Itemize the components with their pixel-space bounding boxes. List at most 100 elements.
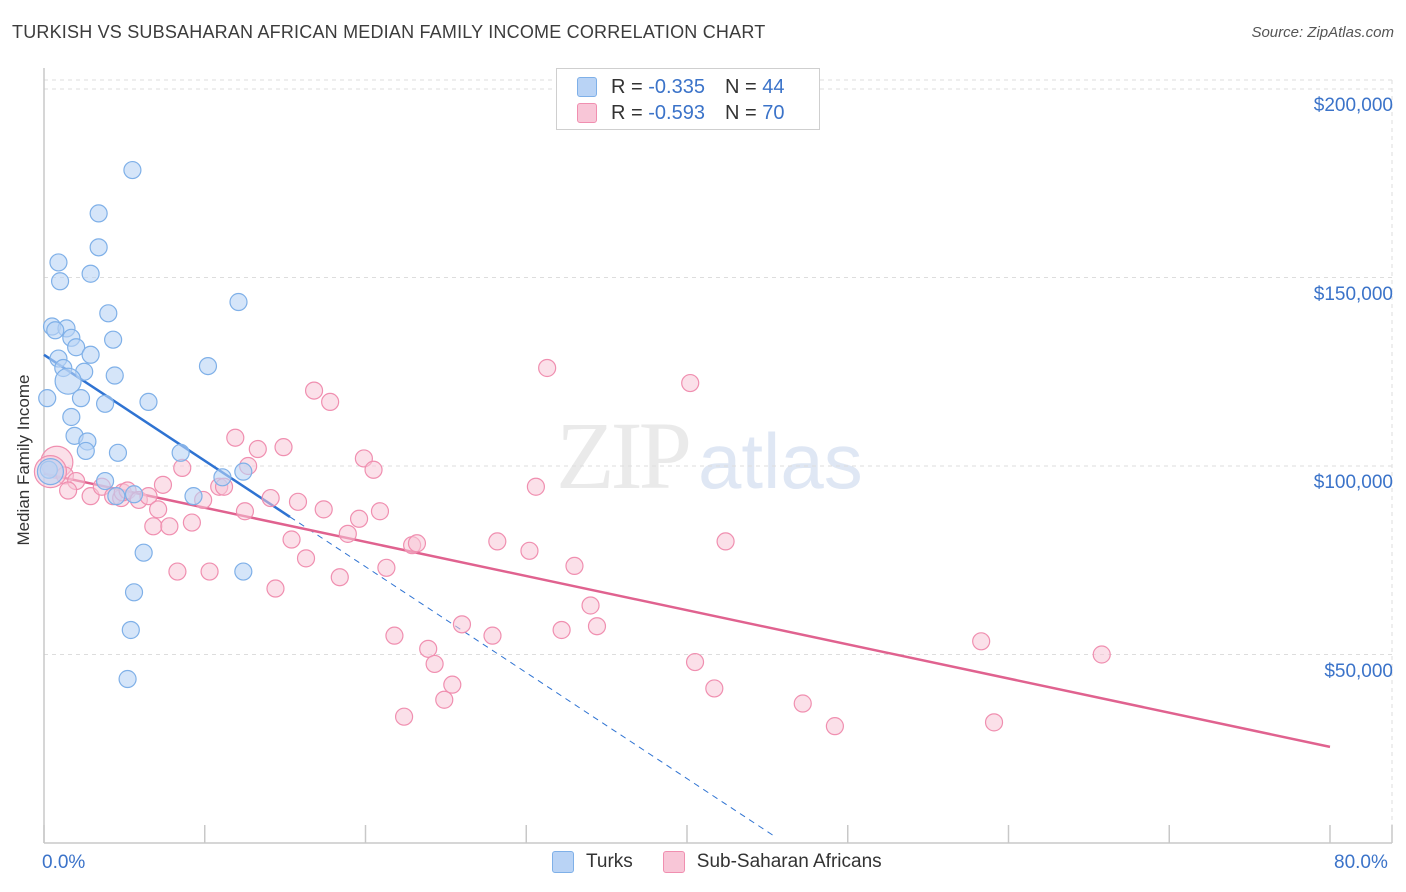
africans-point	[526, 477, 545, 496]
legend-r-label: R =	[611, 101, 643, 124]
africans-point	[364, 460, 383, 479]
turks-point	[81, 264, 100, 283]
africans-point	[182, 513, 201, 532]
turks-point	[49, 253, 68, 272]
y-tick-label: $50,000	[1324, 660, 1393, 682]
correlation-legend: R = -0.335 N = 44 R = -0.593 N = 70	[556, 68, 820, 130]
turks-point	[234, 562, 253, 581]
turks-point	[198, 356, 218, 376]
africans-point	[304, 381, 324, 400]
africans-point	[173, 458, 192, 477]
africans-point	[581, 596, 600, 615]
turks-point	[121, 620, 140, 640]
africans-point	[160, 517, 179, 536]
africans-point	[716, 532, 735, 551]
legend-n-label: N =	[724, 75, 757, 98]
africans-point	[266, 579, 285, 598]
turks-trend-line	[43, 353, 291, 518]
turks-point	[81, 345, 100, 364]
africans-points	[33, 358, 1111, 736]
legend-row-turks: R = -0.335 N = 44	[577, 75, 784, 99]
africans-point	[370, 502, 390, 521]
turks-point	[76, 441, 95, 461]
turks-point	[54, 367, 82, 395]
turks-point	[118, 669, 137, 689]
africans-point	[235, 502, 255, 521]
turks-point	[46, 321, 65, 340]
x-tick-min: 0.0%	[42, 852, 86, 873]
y-axis-label: Median Family Income	[14, 374, 33, 546]
legend-label-africans: Sub-Saharan Africans	[696, 851, 882, 872]
source-label: Source: ZipAtlas.com	[1251, 24, 1394, 41]
africans-point	[705, 679, 724, 698]
legend-n-value: 44	[762, 75, 785, 98]
africans-point	[226, 428, 245, 447]
chart-title: TURKISH VS SUBSAHARAN AFRICAN MEDIAN FAM…	[12, 22, 766, 42]
y-tick-label: $200,000	[1313, 95, 1393, 116]
turks-swatch	[577, 77, 597, 97]
africans-point	[296, 549, 316, 568]
turks-point	[62, 407, 81, 427]
africans-point	[144, 517, 163, 536]
turks-points	[36, 160, 253, 689]
africans-point	[200, 562, 219, 581]
turks-point	[229, 292, 248, 312]
africans-point	[825, 717, 844, 736]
turks-point	[105, 366, 124, 385]
africans-point	[587, 617, 607, 636]
africans-point	[419, 639, 438, 658]
africans-point	[435, 690, 454, 709]
turks-point	[89, 238, 108, 257]
africans-point	[274, 438, 293, 457]
legend-r-value: -0.593	[648, 101, 705, 124]
turks-point	[95, 394, 115, 413]
africans-point	[483, 626, 502, 645]
africans-point	[488, 532, 507, 551]
turks-point	[123, 160, 142, 180]
turks-point	[99, 304, 118, 323]
turks-legend-swatch	[552, 851, 574, 873]
africans-point	[685, 652, 705, 672]
africans-point	[1092, 645, 1111, 664]
africans-point	[565, 556, 584, 576]
africans-point	[314, 500, 333, 519]
legend-item-turks[interactable]: Turks	[552, 851, 633, 873]
legend-label-turks: Turks	[586, 851, 633, 872]
africans-point	[443, 675, 462, 694]
axes	[43, 68, 1393, 844]
africans-point	[385, 626, 404, 645]
x-tick-max: 80.0%	[1334, 852, 1388, 873]
africans-trend-line	[43, 472, 1331, 749]
turks-point	[67, 338, 86, 357]
africans-point	[552, 620, 571, 640]
legend-r-label: R =	[611, 75, 643, 98]
africans-point	[538, 358, 557, 378]
africans-point	[520, 541, 539, 560]
turks-point	[107, 487, 126, 506]
africans-point	[681, 373, 700, 393]
series-legend: Turks Sub-Saharan Africans	[552, 851, 912, 873]
turks-point	[104, 330, 123, 349]
africans-legend-swatch	[662, 851, 685, 873]
y-tick-label: $100,000	[1313, 472, 1393, 493]
turks-point	[124, 583, 144, 602]
africans-point	[452, 615, 472, 634]
africans-point	[425, 654, 444, 674]
turks-point	[124, 485, 144, 504]
turks-point	[36, 458, 65, 486]
africans-point	[321, 392, 340, 412]
legend-n-value: 70	[762, 101, 785, 124]
africans-point	[338, 524, 357, 543]
turks-point	[139, 392, 158, 412]
turks-point	[71, 389, 91, 408]
legend-item-africans[interactable]: Sub-Saharan Africans	[662, 851, 882, 873]
trend-lines	[43, 353, 1331, 838]
turks-point	[234, 462, 253, 481]
africans-point	[248, 439, 267, 459]
turks-point	[184, 487, 203, 506]
turks-point	[108, 443, 128, 462]
turks-point	[38, 389, 57, 408]
africans-point	[261, 488, 280, 508]
africans-point	[984, 713, 1004, 732]
